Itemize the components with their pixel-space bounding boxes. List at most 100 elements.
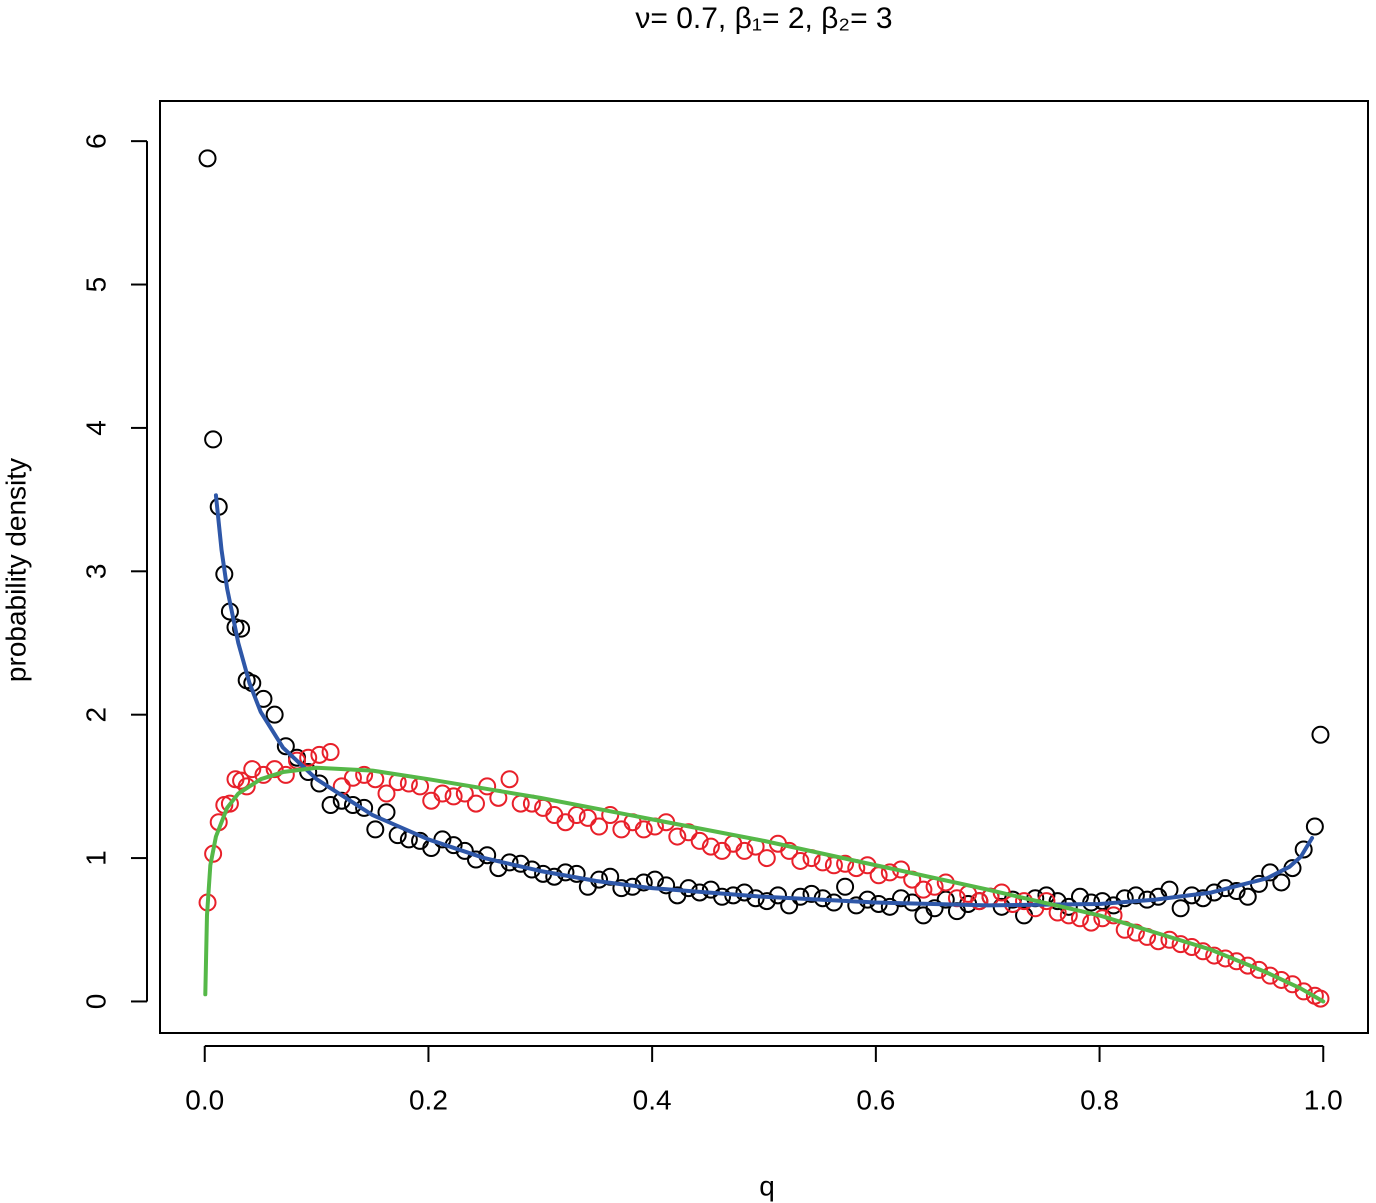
data-point	[567, 864, 586, 883]
data-point	[1272, 873, 1291, 892]
data-point	[914, 906, 933, 925]
data-point	[1093, 892, 1112, 911]
x-tick-label: 0.2	[409, 1084, 448, 1115]
data-point	[791, 851, 810, 870]
data-point	[1311, 725, 1330, 744]
data-point	[355, 798, 374, 817]
data-point	[780, 841, 799, 860]
data-point	[1249, 960, 1268, 979]
data-point	[735, 841, 754, 860]
data-point	[433, 784, 452, 803]
x-tick-label: 1.0	[1304, 1084, 1343, 1115]
y-tick-label: 3	[80, 564, 111, 580]
data-point	[914, 880, 933, 899]
data-point	[679, 823, 698, 842]
data-point	[601, 806, 620, 825]
data-point	[1227, 882, 1246, 901]
data-point	[690, 831, 709, 850]
y-tick-label: 1	[80, 850, 111, 866]
data-point	[679, 879, 698, 898]
data-point	[1115, 889, 1134, 908]
data-point	[1126, 886, 1145, 905]
data-point	[1294, 982, 1313, 1001]
data-point	[232, 771, 251, 790]
density-curve	[203, 765, 1326, 1004]
data-point	[836, 854, 855, 873]
data-point	[299, 763, 318, 782]
data-point	[880, 863, 899, 882]
data-point	[634, 820, 653, 839]
data-point	[713, 887, 732, 906]
y-tick-label: 6	[80, 133, 111, 149]
data-point	[612, 820, 631, 839]
data-point	[869, 866, 888, 885]
data-point	[1238, 956, 1257, 975]
data-point	[1194, 889, 1213, 908]
y-tick-label: 0	[80, 994, 111, 1010]
y-tick-label: 4	[80, 420, 111, 436]
data-point	[422, 791, 441, 810]
density-curve	[213, 493, 1315, 908]
data-point	[243, 760, 262, 779]
data-point	[1171, 899, 1190, 918]
data-point	[668, 827, 687, 846]
data-point	[220, 794, 239, 813]
data-point	[724, 834, 743, 853]
data-point	[1305, 817, 1324, 836]
data-point	[232, 619, 251, 638]
data-point	[735, 883, 754, 902]
data-point	[590, 817, 609, 836]
data-point	[567, 806, 586, 825]
data-point	[1048, 892, 1067, 911]
data-point	[500, 770, 519, 789]
data-point	[237, 777, 256, 796]
data-point	[802, 884, 821, 903]
data-point	[657, 876, 676, 895]
data-point	[299, 748, 318, 767]
data-point	[757, 892, 776, 911]
data-point	[321, 796, 340, 815]
data-point	[355, 765, 374, 784]
data-point	[265, 760, 284, 779]
y-axis-label: probability density	[0, 458, 31, 682]
data-point	[545, 806, 564, 825]
data-point	[612, 879, 631, 898]
data-point	[970, 892, 989, 911]
x-tick-label: 0.6	[856, 1084, 895, 1115]
data-point	[444, 787, 463, 806]
data-point	[265, 705, 284, 724]
data-point	[276, 737, 295, 756]
data-point	[936, 890, 955, 909]
data-point	[634, 873, 653, 892]
data-point	[925, 899, 944, 918]
plot-frame	[159, 100, 1369, 1034]
data-point	[757, 849, 776, 868]
data-point	[556, 813, 575, 832]
data-point	[466, 794, 485, 813]
data-point	[343, 768, 362, 787]
data-point	[1238, 887, 1257, 906]
data-point	[366, 820, 385, 839]
chart-title: ν= 0.7, β₁= 2, β₂= 3	[635, 2, 892, 35]
data-point	[578, 808, 597, 827]
data-point	[343, 796, 362, 815]
data-point	[377, 784, 396, 803]
data-point	[310, 774, 329, 793]
y-tick-label: 5	[80, 277, 111, 293]
x-tick-label: 0.4	[633, 1084, 672, 1115]
data-point	[892, 889, 911, 908]
data-point	[204, 430, 223, 449]
data-point	[1311, 989, 1330, 1008]
data-point	[880, 897, 899, 916]
data-point	[701, 837, 720, 856]
y-tick-label: 2	[80, 707, 111, 723]
x-tick-label: 0.0	[185, 1084, 224, 1115]
data-point	[198, 149, 217, 168]
data-point	[858, 890, 877, 909]
data-point	[847, 896, 866, 915]
data-point	[701, 880, 720, 899]
data-point	[310, 745, 329, 764]
data-point	[836, 877, 855, 896]
x-axis-label: q	[759, 1170, 775, 1201]
